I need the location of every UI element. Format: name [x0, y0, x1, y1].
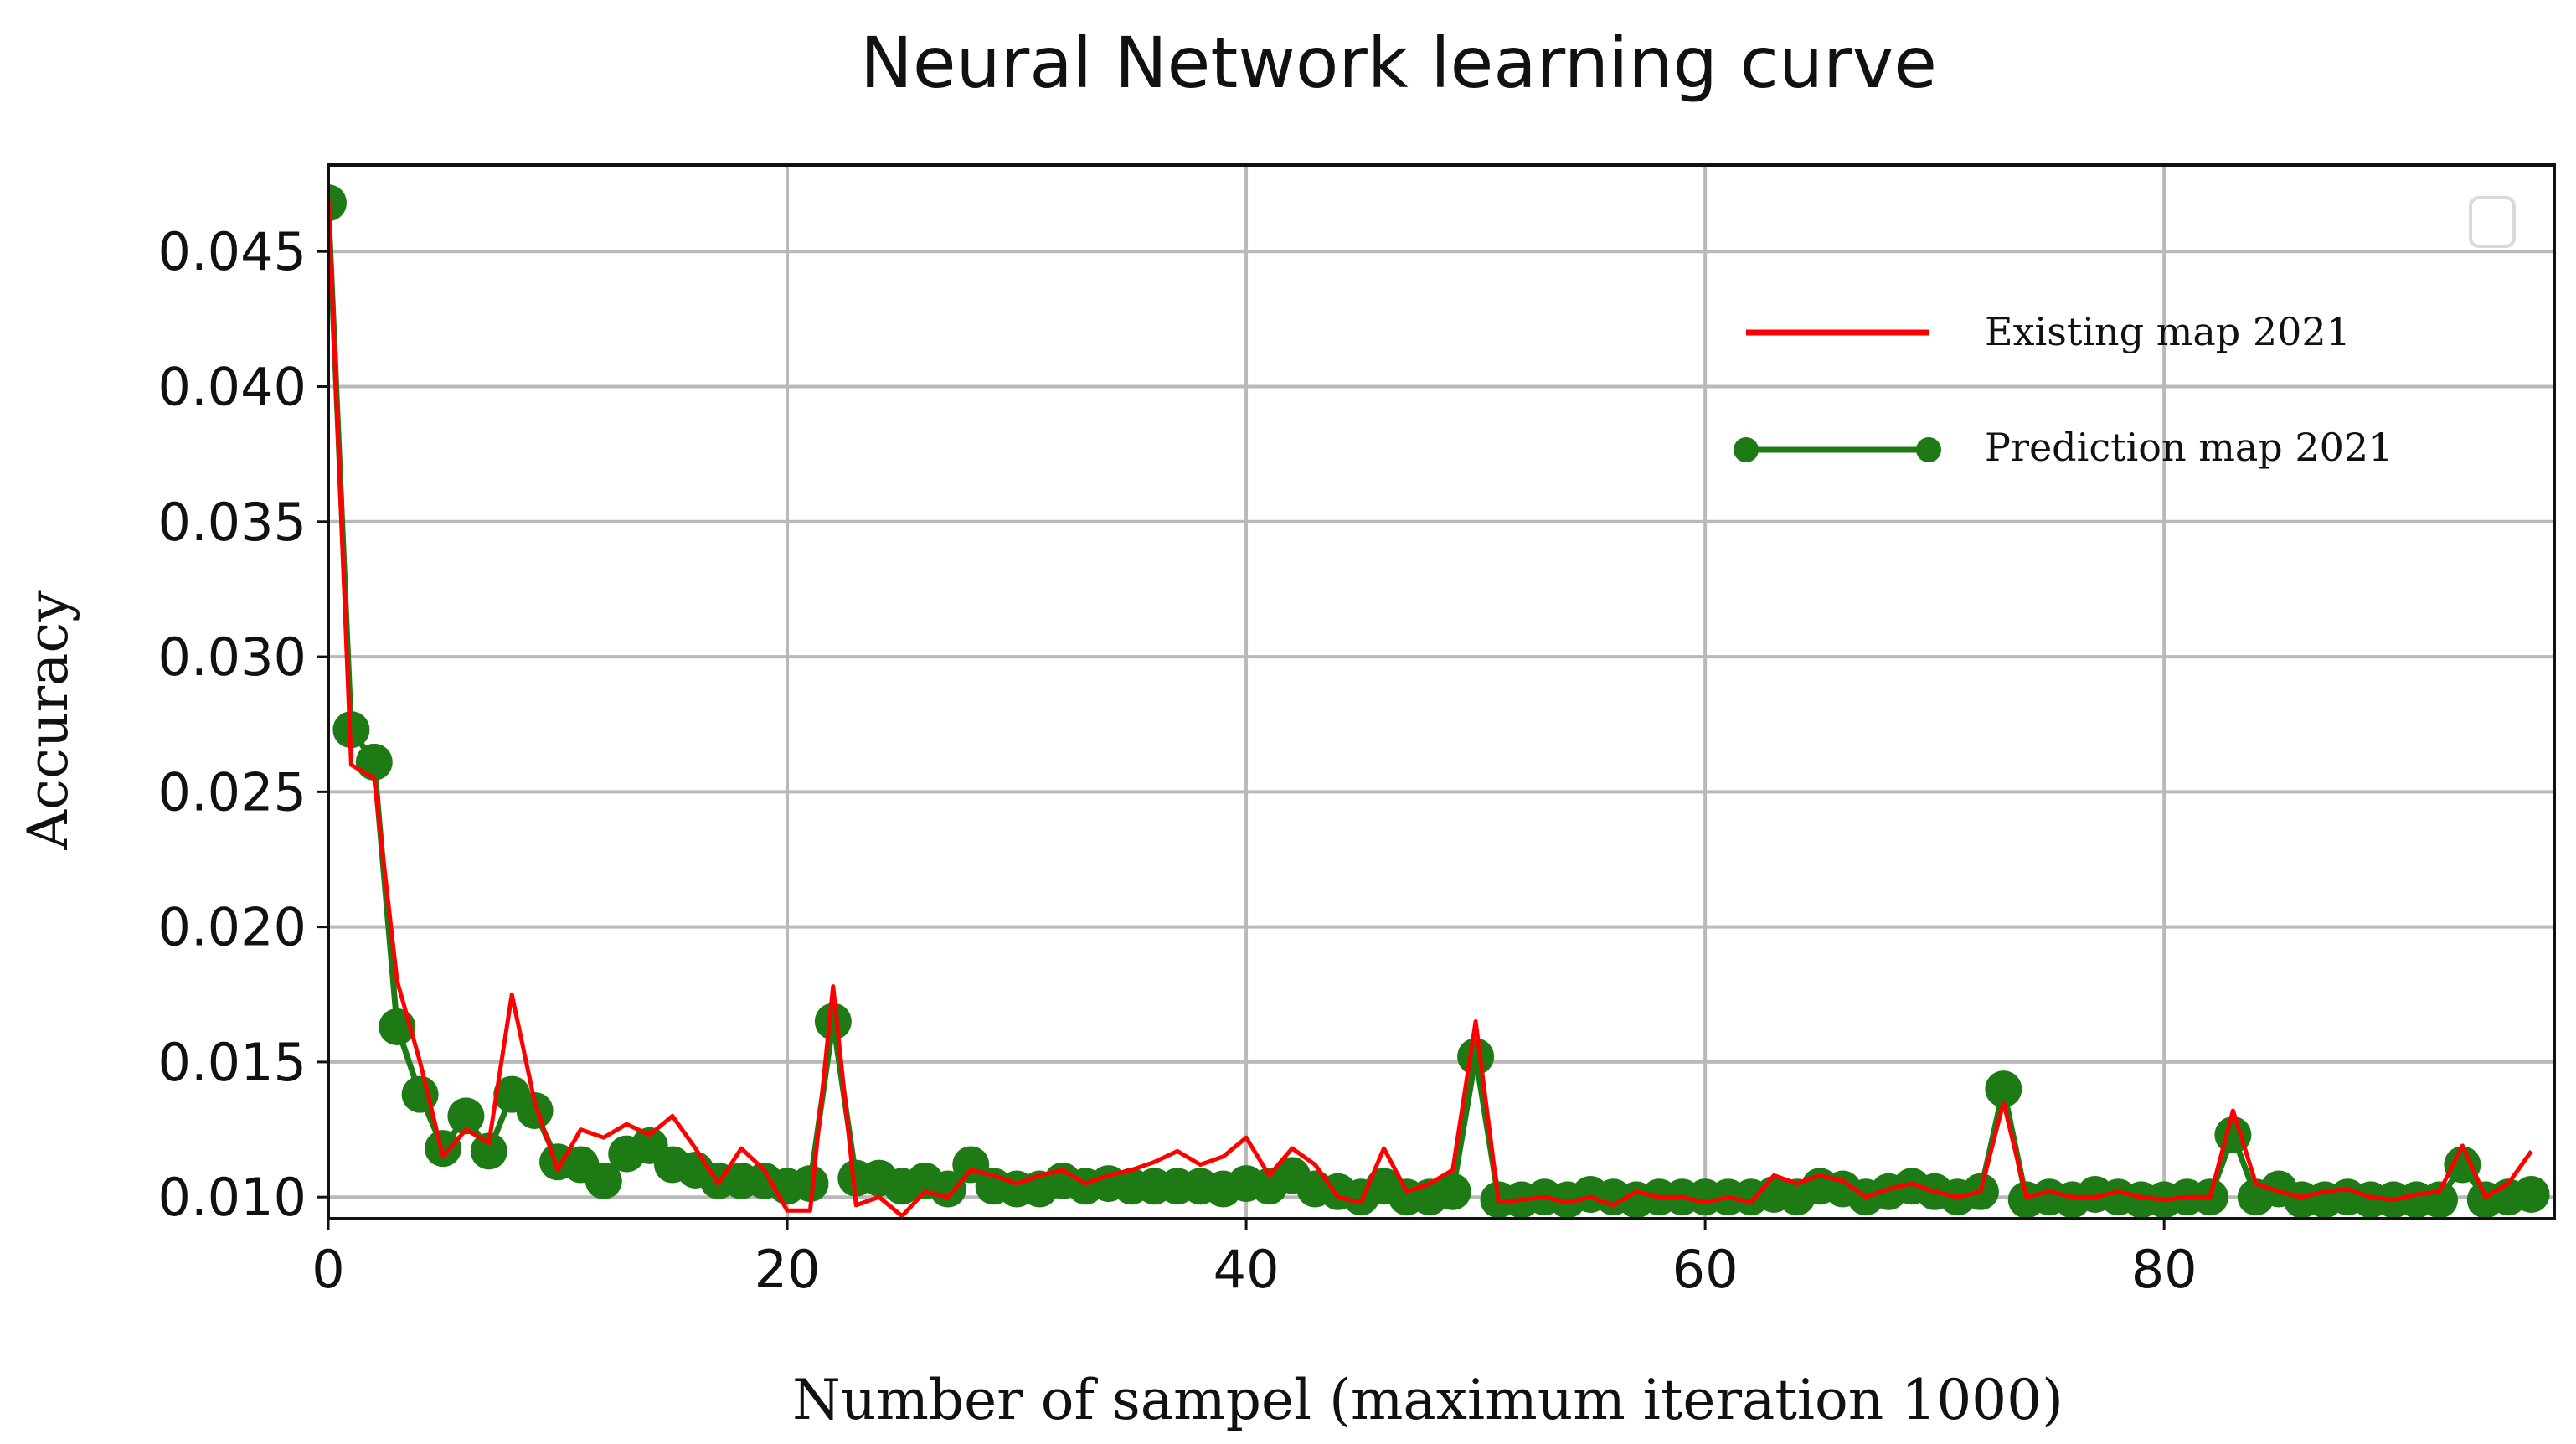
y-tick-labels: 0.010 0.015 0.020 0.025 0.030 0.035 0.040 0.045 [158, 221, 328, 1228]
prediction-point [1985, 1070, 2022, 1108]
legend-prediction-label: Prediction map 2021 [1985, 425, 2393, 470]
x-axis-label: Number of sampel (maximum iteration 1000… [792, 1368, 2063, 1432]
y-tick-label: 0.015 [158, 1032, 307, 1093]
y-tick-label: 0.040 [158, 357, 307, 418]
legend-empty-box [2469, 196, 2516, 248]
x-tick-label: 0 [312, 1239, 344, 1300]
legend: Existing map 2021 Prediction map 2021 [1734, 196, 2516, 470]
prediction-point [2420, 1181, 2458, 1219]
prediction-point [929, 1170, 966, 1208]
y-tick-label: 0.025 [158, 761, 307, 823]
plot-frame [327, 163, 2556, 1220]
x-tick-label: 40 [1213, 1239, 1280, 1300]
prediction-point [2512, 1175, 2550, 1213]
y-tick-label: 0.010 [158, 1167, 307, 1228]
prediction-point [585, 1162, 622, 1199]
prediction-point [516, 1091, 554, 1129]
legend-prediction-marker-right [1916, 437, 1941, 462]
x-tick-label: 80 [2131, 1239, 2197, 1300]
x-tick-label: 20 [755, 1239, 821, 1300]
prediction-point [2444, 1146, 2481, 1184]
prediction-point [355, 743, 393, 781]
existing-series-line [328, 197, 2533, 1219]
prediction-point [1434, 1173, 1471, 1210]
legend-existing-label: Existing map 2021 [1985, 309, 2351, 354]
y-tick-label: 0.030 [158, 627, 307, 688]
y-tick-label: 0.035 [158, 492, 307, 553]
y-axis-label: Accuracy [16, 590, 80, 851]
prediction-point [447, 1097, 485, 1135]
prediction-point [814, 1003, 852, 1040]
prediction-point [328, 184, 347, 222]
legend-prediction-marker-left [1734, 437, 1759, 462]
prediction-point [1457, 1038, 1495, 1075]
prediction-point [470, 1132, 507, 1170]
x-tick-labels: 0 20 40 60 80 [312, 1219, 2197, 1300]
x-tick-label: 60 [1672, 1239, 1739, 1300]
y-tick-label: 0.020 [158, 897, 307, 958]
prediction-point [791, 1165, 829, 1203]
series-layer [328, 184, 2550, 1219]
y-tick-label: 0.045 [158, 221, 307, 282]
chart-title: Neural Network learning curve [860, 22, 1937, 104]
